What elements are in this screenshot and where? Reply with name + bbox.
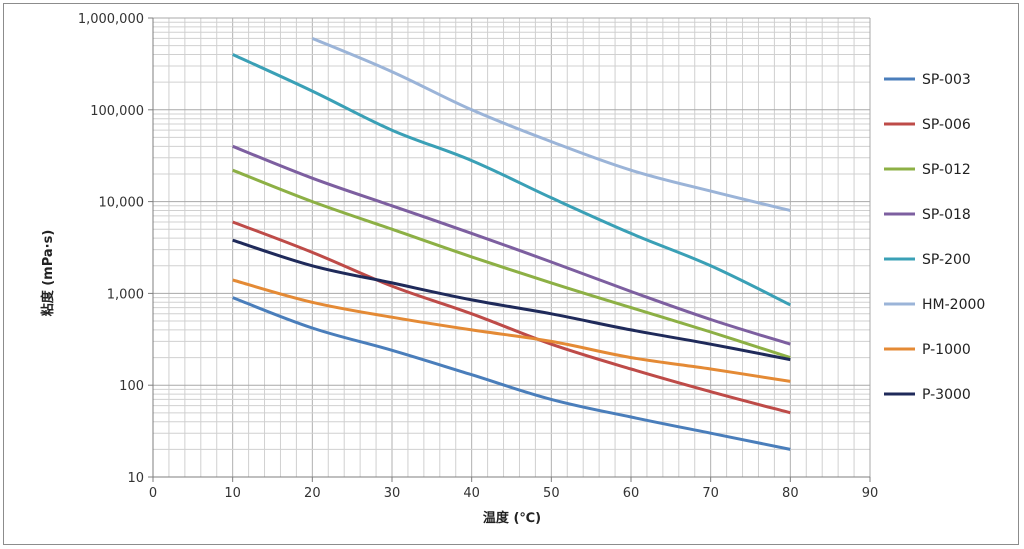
y-tick-label: 100 <box>119 379 144 394</box>
legend-label-sp-003: SP-003 <box>922 72 971 88</box>
legend-label-hm-2000: HM-2000 <box>922 297 985 313</box>
series-line-hm-2000 <box>311 37 791 212</box>
y-tick-label: 10 <box>127 471 144 486</box>
x-tick-label: 50 <box>543 486 560 501</box>
series-line-p-1000 <box>232 278 791 383</box>
x-tick-label: 30 <box>384 486 401 501</box>
series-line-sp-200 <box>232 53 791 307</box>
x-tick-label: 20 <box>304 486 321 501</box>
x-tick-label: 80 <box>782 486 799 501</box>
y-axis-title: 粘度 (mPa·s) <box>40 230 56 318</box>
x-tick-label: 10 <box>224 486 241 501</box>
legend-label-p-3000: P-3000 <box>922 387 971 403</box>
y-tick-label: 10,000 <box>99 196 145 211</box>
x-tick-label: 0 <box>149 486 157 501</box>
y-tick-label: 1,000,000 <box>78 12 144 27</box>
x-tick-label: 60 <box>623 486 640 501</box>
series-line-sp-018 <box>232 144 791 346</box>
x-tick-label: 40 <box>463 486 480 501</box>
x-tick-label: 70 <box>702 486 719 501</box>
legend-label-sp-018: SP-018 <box>922 207 971 223</box>
series-line-p-3000 <box>232 238 791 362</box>
series-line-sp-003 <box>232 296 791 451</box>
legend-label-sp-200: SP-200 <box>922 252 971 268</box>
legend-label-sp-006: SP-006 <box>922 117 971 133</box>
series-line-sp-012 <box>232 168 791 360</box>
y-tick-label: 1,000 <box>107 287 144 302</box>
x-tick-label: 90 <box>862 486 879 501</box>
x-axis-title: 温度 (℃) <box>483 510 541 526</box>
legend-label-p-1000: P-1000 <box>922 342 971 358</box>
y-tick-label: 100,000 <box>90 104 144 119</box>
series-line-sp-006 <box>232 220 791 415</box>
legend-label-sp-012: SP-012 <box>922 162 971 178</box>
